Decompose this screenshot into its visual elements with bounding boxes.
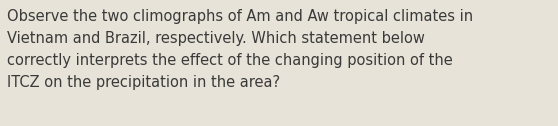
Text: Observe the two climographs of Am and Aw tropical climates in
Vietnam and Brazil: Observe the two climographs of Am and Aw… [7, 9, 473, 90]
